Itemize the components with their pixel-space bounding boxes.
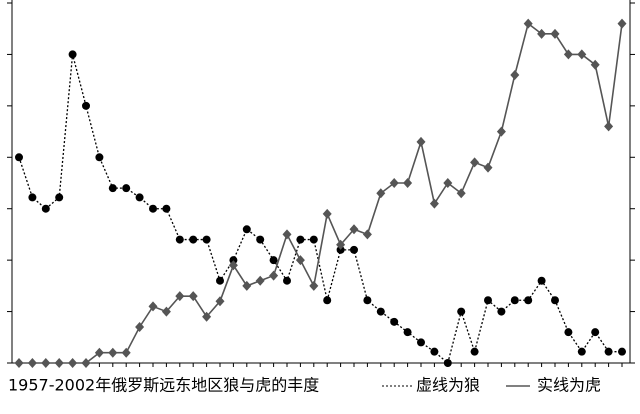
point (229, 256, 238, 265)
point (430, 347, 439, 356)
point (550, 28, 560, 39)
point (242, 280, 252, 291)
point (403, 328, 412, 337)
point (108, 347, 118, 358)
point (81, 358, 91, 368)
point (484, 296, 492, 305)
point (429, 198, 439, 209)
point (55, 193, 64, 202)
point (510, 296, 519, 305)
point (215, 296, 225, 307)
point (175, 235, 184, 244)
point (403, 178, 413, 188)
point (322, 208, 332, 219)
point (41, 358, 51, 368)
point (255, 275, 265, 286)
point (309, 235, 318, 244)
point (54, 358, 64, 368)
point (148, 301, 158, 312)
point (282, 229, 292, 240)
point (497, 307, 506, 316)
legend-label: 实线为虎 (537, 376, 601, 395)
point (363, 296, 372, 305)
point (457, 307, 466, 316)
legend-label: 虚线为狼 (416, 376, 480, 395)
point (68, 50, 77, 59)
point (443, 178, 453, 188)
point (523, 18, 533, 29)
point (496, 126, 506, 137)
series-line (19, 22, 623, 364)
point (604, 121, 614, 132)
point (590, 59, 600, 70)
point (350, 245, 358, 254)
point (27, 358, 37, 368)
point (161, 306, 171, 317)
point (323, 296, 332, 305)
point (188, 291, 198, 302)
point (510, 70, 520, 80)
point (228, 260, 238, 271)
point (108, 184, 117, 193)
point (28, 193, 37, 202)
point (537, 276, 546, 285)
point (216, 276, 224, 285)
point (483, 162, 493, 173)
point (162, 204, 171, 213)
point (95, 153, 104, 162)
point (149, 204, 157, 213)
point (336, 245, 345, 254)
point (336, 239, 346, 250)
point (295, 255, 305, 266)
point (390, 317, 399, 326)
point (202, 235, 211, 244)
point (14, 358, 24, 368)
point (122, 184, 131, 193)
point (175, 291, 185, 302)
point (135, 322, 145, 332)
chart-title: 1957-2002年俄罗斯远东地区狼与虎的丰度 (8, 376, 319, 395)
point (577, 347, 586, 356)
point (604, 347, 613, 356)
point (591, 328, 600, 337)
point (68, 358, 78, 368)
point (416, 136, 426, 147)
point (617, 18, 627, 29)
point (349, 224, 359, 235)
point (269, 256, 278, 265)
point (456, 188, 466, 199)
point (283, 276, 291, 285)
point (15, 153, 23, 162)
point (269, 270, 279, 281)
point (376, 188, 386, 199)
point (296, 235, 305, 244)
point (551, 296, 559, 305)
point (189, 235, 198, 244)
point (524, 296, 533, 305)
point (256, 235, 265, 244)
point (121, 347, 131, 358)
point (443, 359, 452, 367)
point (417, 338, 425, 347)
point (470, 157, 480, 168)
point (618, 347, 626, 356)
point (537, 28, 547, 39)
point (577, 49, 587, 60)
point (563, 49, 573, 60)
point (362, 229, 372, 240)
series-line (18, 54, 622, 365)
point (94, 347, 104, 358)
point (309, 280, 319, 291)
point (564, 328, 573, 337)
point (82, 101, 90, 110)
point (389, 178, 399, 188)
point (41, 204, 50, 213)
point (470, 347, 479, 356)
point (376, 307, 385, 316)
point (242, 225, 251, 234)
point (135, 193, 144, 202)
point (202, 311, 212, 322)
